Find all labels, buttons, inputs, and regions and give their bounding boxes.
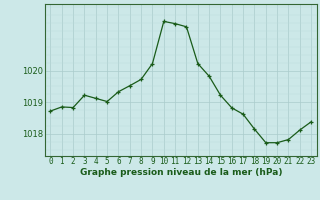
X-axis label: Graphe pression niveau de la mer (hPa): Graphe pression niveau de la mer (hPa) [80, 168, 282, 177]
